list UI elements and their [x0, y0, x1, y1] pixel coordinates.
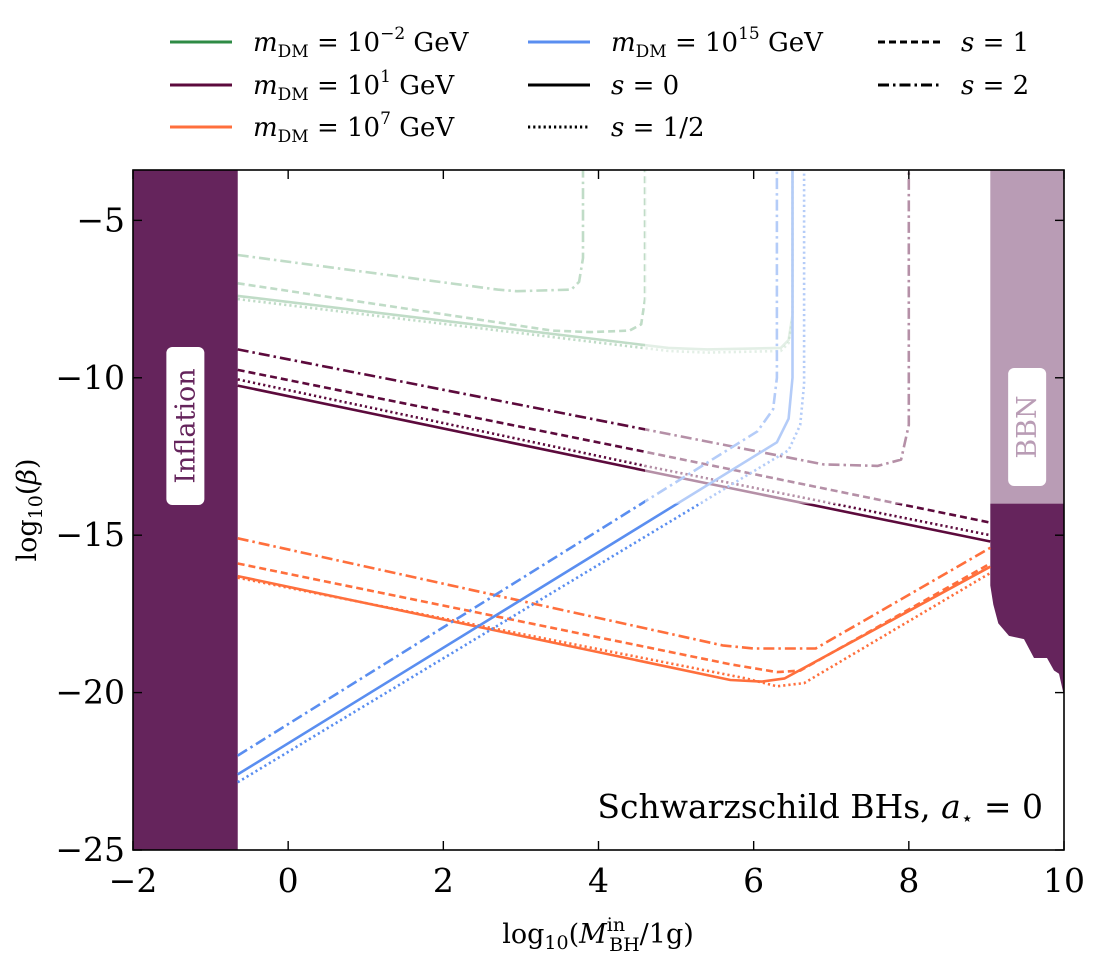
- series-line-m1e-2-s1: [237, 170, 647, 334]
- legend-label-mass: mDM = 10−2 GeV: [253, 24, 470, 62]
- series-line-m1e7-s0: [237, 565, 991, 683]
- legend-label-mass: mDM = 1015 GeV: [611, 24, 824, 62]
- x-tick-label: 10: [1043, 861, 1085, 900]
- chart-annotation: Schwarzschild BHs, a⋆ = 0: [597, 787, 1043, 830]
- x-tick-label: 8: [898, 861, 919, 900]
- legend-label-spin: s = 1: [961, 28, 1029, 58]
- y-tick-label: −20: [55, 673, 125, 712]
- x-tick-label: −2: [109, 861, 158, 900]
- legend-label-spin: s = 2: [961, 71, 1029, 101]
- x-tick-label: 4: [588, 861, 609, 900]
- y-axis-label: log10(β): [12, 458, 47, 561]
- series-line-m1e-2-s2: [237, 170, 585, 293]
- y-tick-label: −10: [55, 358, 125, 397]
- y-tick-label: −15: [55, 515, 125, 554]
- legend-label-spin: s = 1/2: [611, 113, 705, 143]
- y-tick-label: −5: [76, 200, 125, 239]
- legend-label-mass: mDM = 101 GeV: [253, 67, 455, 105]
- series-line-m1e1-s0: [237, 384, 991, 543]
- x-tick-label: 0: [278, 861, 299, 900]
- fade-overlay: [645, 170, 1064, 504]
- series-line-m1e7-s2: [237, 537, 991, 650]
- legend-label-mass: mDM = 107 GeV: [253, 109, 455, 147]
- region-label-inflation: Inflation: [166, 347, 205, 505]
- series-line-m1e1-s1_2: [237, 378, 991, 537]
- region-label-box: [166, 347, 205, 505]
- x-axis-label: log10(Min BH/1g): [502, 914, 694, 956]
- region-label-text: Inflation: [170, 368, 201, 483]
- x-tick-label: 2: [433, 861, 454, 900]
- region-inflation: [133, 170, 238, 850]
- series-line-m1e7-s1: [237, 562, 991, 674]
- y-tick-label: −25: [55, 830, 125, 869]
- series-line-m1e7-s1_2: [237, 571, 991, 688]
- legend-label-spin: s = 0: [611, 71, 679, 101]
- x-tick-label: 6: [743, 861, 764, 900]
